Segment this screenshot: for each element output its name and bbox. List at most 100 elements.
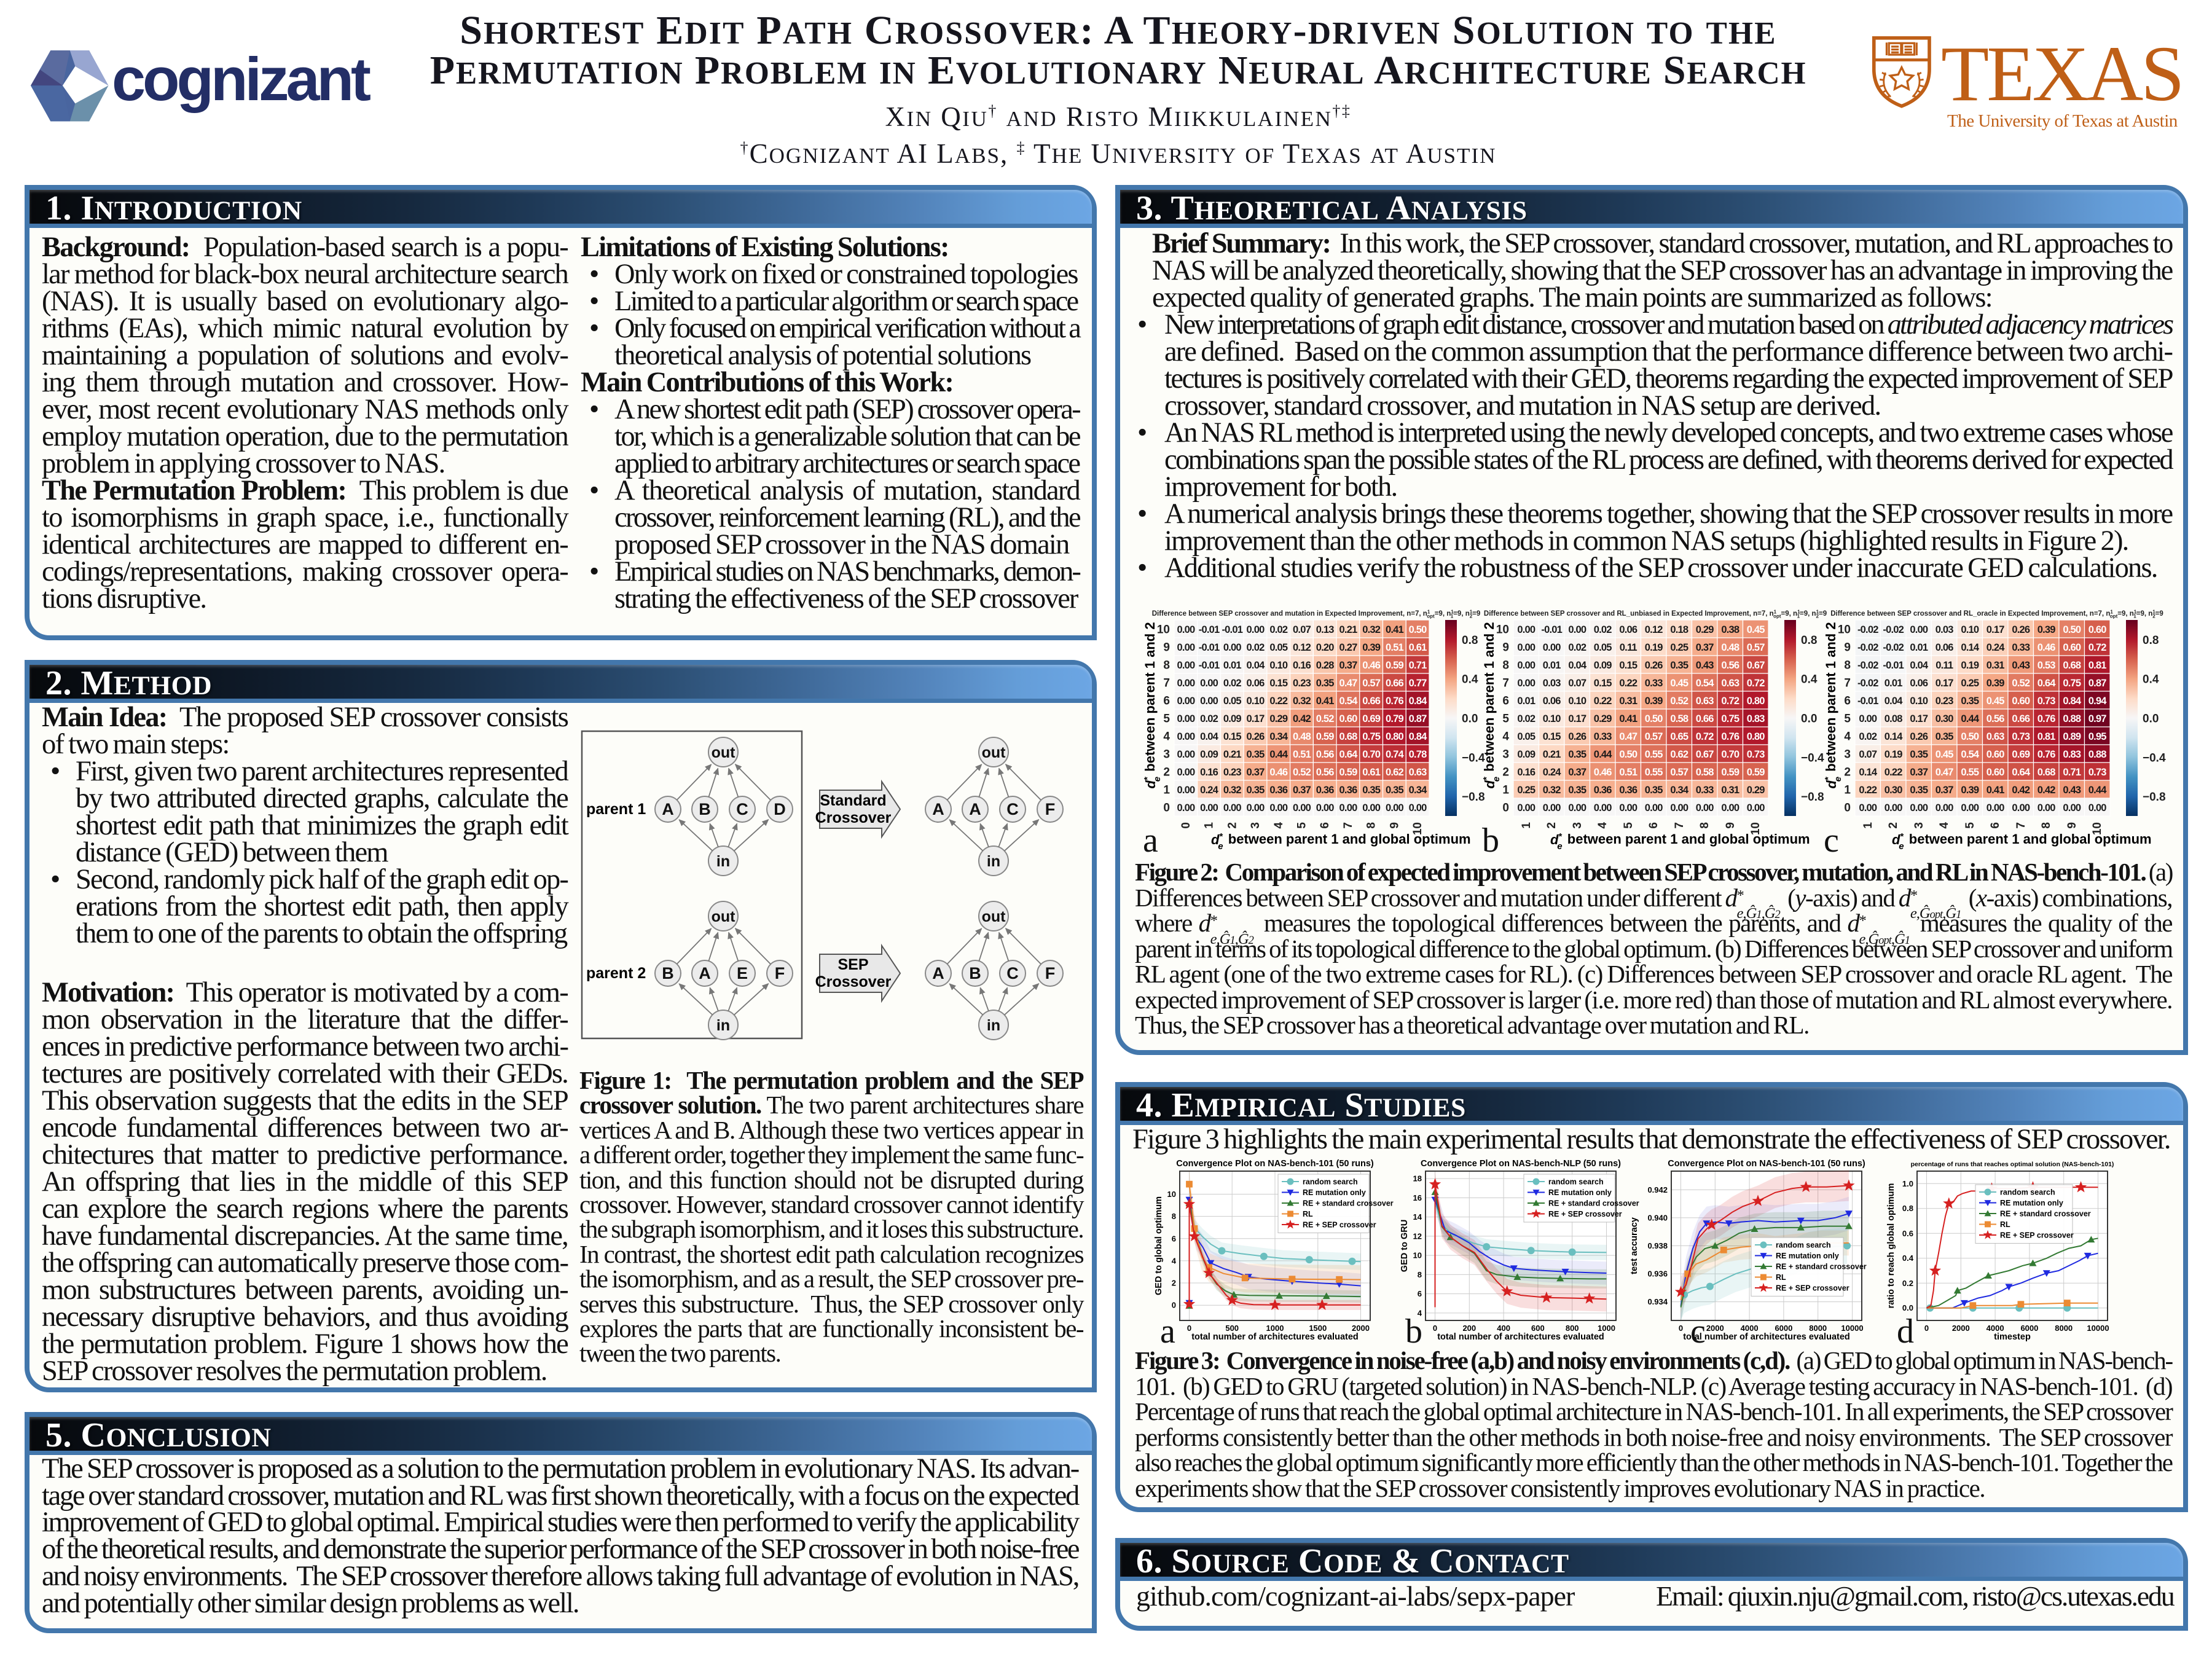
svg-text:0.31: 0.31 [1619,696,1637,707]
svg-text:0.50: 0.50 [1619,749,1637,760]
svg-text:0.52: 0.52 [1316,713,1335,724]
svg-text:RL: RL [2000,1220,2010,1229]
svg-text:0.34: 0.34 [1269,731,1288,742]
svg-text:0.77: 0.77 [1409,678,1427,689]
svg-text:−0.8: −0.8 [1462,791,1485,804]
svg-text:1000: 1000 [1598,1324,1615,1333]
svg-text:0.84: 0.84 [1409,696,1428,707]
svg-text:-0.02: -0.02 [1857,642,1878,653]
svg-text:8: 8 [1502,659,1509,672]
svg-text:RL: RL [1303,1210,1313,1218]
svg-text:0.17: 0.17 [1247,713,1265,724]
svg-text:0.63: 0.63 [1409,767,1427,778]
svg-text:0: 0 [1502,802,1509,815]
svg-text:7: 7 [1673,822,1686,829]
svg-text:0.35: 0.35 [1670,660,1688,671]
svg-text:0.940: 0.940 [1647,1213,1668,1222]
svg-text:d*e between parent 1 and glob: d* e between parent 1 and global optimum [1550,831,1810,852]
svg-text:0.06: 0.06 [1247,678,1265,689]
svg-text:0.17: 0.17 [1910,713,1928,724]
svg-text:0.00: 0.00 [1316,802,1335,814]
svg-text:0.38: 0.38 [1721,624,1739,635]
svg-text:0.00: 0.00 [1568,802,1586,814]
svg-text:7: 7 [1342,822,1355,829]
svg-text:1: 1 [1502,784,1509,797]
svg-text:18: 18 [1413,1174,1422,1183]
svg-text:0.70: 0.70 [1362,749,1381,760]
svg-text:A: A [662,800,674,818]
svg-text:0.02: 0.02 [1247,642,1265,653]
svg-text:0.02: 0.02 [1200,713,1218,724]
svg-text:percentage of runs that reache: percentage of runs that reaches optimal … [1911,1161,2114,1168]
svg-text:10: 10 [1496,624,1509,637]
svg-text:0.72: 0.72 [2088,642,2107,653]
svg-text:0.43: 0.43 [2063,785,2081,796]
svg-text:0.00: 0.00 [1517,660,1535,671]
svg-text:F: F [1045,800,1056,818]
svg-text:Standard: Standard [820,792,886,809]
svg-text:0.50: 0.50 [1961,731,1979,742]
svg-text:0.35: 0.35 [1362,785,1381,796]
svg-text:0.46: 0.46 [1594,767,1612,778]
svg-text:0.00: 0.00 [1247,802,1265,814]
svg-text:0.24: 0.24 [1543,767,1562,778]
svg-text:0.46: 0.46 [2037,642,2056,653]
svg-text:0.35: 0.35 [1961,696,1979,707]
svg-text:4000: 4000 [1741,1324,1759,1333]
svg-text:-0.01: -0.01 [1883,660,1904,671]
svg-text:1: 1 [1844,784,1851,797]
svg-text:0.44: 0.44 [1594,749,1613,760]
svg-text:0.71: 0.71 [2063,767,2081,778]
svg-text:0.00: 0.00 [1247,624,1265,635]
svg-text:0.07: 0.07 [1293,624,1311,635]
svg-text:0.72: 0.72 [1721,696,1739,707]
svg-text:0.10: 0.10 [1543,713,1561,724]
svg-text:0.87: 0.87 [1409,713,1427,724]
svg-text:4: 4 [1502,731,1509,743]
svg-text:0.39: 0.39 [1961,785,1979,796]
svg-text:0.00: 0.00 [1885,802,1903,814]
svg-text:Difference between SEP crossov: Difference between SEP crossover and RL_… [1484,610,1827,619]
svg-text:0.14: 0.14 [1961,642,1980,653]
svg-text:0.54: 0.54 [1339,696,1359,707]
svg-text:0.33: 0.33 [2012,642,2030,653]
svg-text:10: 10 [1838,624,1851,637]
svg-text:0.11: 0.11 [1620,642,1637,653]
svg-text:3: 3 [1844,748,1851,761]
svg-text:GED to GRU: GED to GRU [1400,1220,1410,1272]
svg-text:0.57: 0.57 [1645,731,1663,742]
svg-text:3: 3 [1502,748,1509,761]
svg-text:d*e between parent 1 and 2: d*e between parent 1 and 2 [1142,622,1163,788]
svg-text:0.50: 0.50 [2063,624,2081,635]
svg-text:parent 1: parent 1 [586,801,646,818]
svg-text:0.64: 0.64 [2037,678,2057,689]
svg-text:3: 3 [1163,748,1170,761]
svg-text:0.36: 0.36 [1339,785,1358,796]
svg-text:0.00: 0.00 [1517,802,1535,814]
svg-text:0.09: 0.09 [1200,749,1218,760]
svg-text:500: 500 [1225,1324,1239,1333]
svg-text:8: 8 [1365,822,1378,829]
svg-text:0.41: 0.41 [1619,713,1637,724]
svg-text:in: in [716,853,730,870]
svg-text:0.68: 0.68 [2037,767,2056,778]
svg-text:0.62: 0.62 [1386,767,1404,778]
svg-text:B: B [699,800,711,818]
svg-text:ratio to reach global optimum: ratio to reach global optimum [1886,1183,1896,1309]
svg-text:0.16: 0.16 [1517,767,1535,778]
svg-text:0.00: 0.00 [1177,678,1195,689]
svg-text:10: 10 [2091,822,2104,835]
svg-text:1500: 1500 [1309,1324,1327,1333]
svg-text:0.21: 0.21 [1339,624,1358,635]
svg-text:0.02: 0.02 [1517,713,1535,724]
svg-text:0.48: 0.48 [1721,642,1739,653]
svg-text:5: 5 [1502,713,1509,726]
svg-text:0.37: 0.37 [1568,767,1586,778]
svg-text:0.4: 0.4 [1801,673,1818,686]
svg-text:4000: 4000 [1986,1324,2004,1333]
svg-text:0.00: 0.00 [1747,802,1765,814]
svg-text:6: 6 [1163,695,1170,708]
svg-text:0.00: 0.00 [1696,802,1714,814]
svg-text:0.00: 0.00 [1177,731,1195,742]
svg-text:0: 0 [1679,1324,1683,1333]
